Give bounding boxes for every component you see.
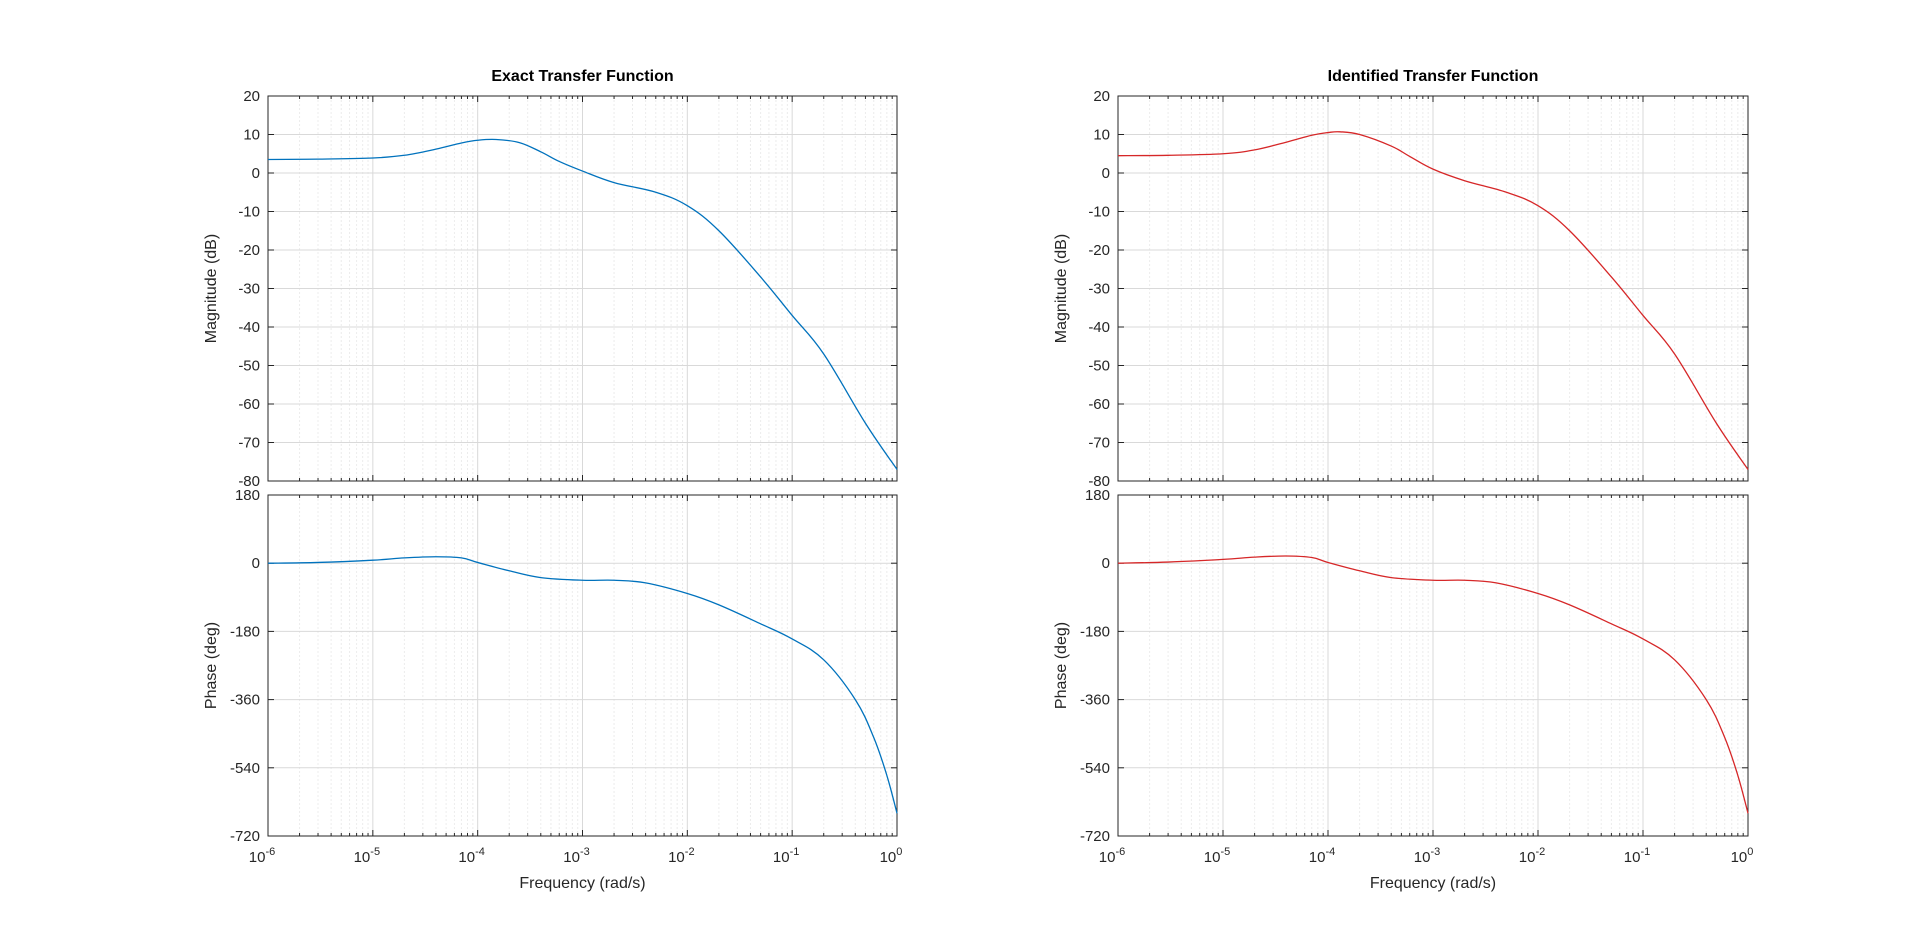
x-tick-base: 10 bbox=[1204, 849, 1221, 866]
y-tick-label: -20 bbox=[1088, 242, 1110, 259]
magnitude-response-curve bbox=[267, 138, 898, 470]
chart-title: Exact Transfer Function bbox=[491, 68, 673, 85]
x-tick-label: 10-2 bbox=[1519, 846, 1545, 866]
y-tick-label: -40 bbox=[238, 319, 260, 336]
y-tick-label: -70 bbox=[238, 435, 260, 452]
x-tick-exponent: -3 bbox=[580, 846, 590, 858]
x-tick-label: 10-1 bbox=[773, 846, 799, 866]
chart-1-phase-axes: 10-6 10-5 10-4 10-3 10-2 10-1 1001800-180-360-… bbox=[203, 487, 902, 866]
x-tick-label: 10-4 bbox=[458, 846, 484, 866]
x-tick-exponent: 0 bbox=[896, 846, 902, 858]
magnitude-axes-border bbox=[267, 95, 898, 482]
x-tick-base: 10 bbox=[1519, 849, 1536, 866]
y-tick-label: -10 bbox=[238, 204, 260, 221]
x-tick-exponent: -5 bbox=[1220, 846, 1230, 858]
y-tick-label: -40 bbox=[1088, 319, 1110, 336]
y-tick-label: 180 bbox=[235, 487, 260, 504]
x-tick-exponent: -5 bbox=[370, 846, 380, 858]
phase-axes-border bbox=[1117, 494, 1749, 837]
x-tick-label: 10-3 bbox=[563, 846, 589, 866]
phase-y-axis-label: Phase (deg) bbox=[203, 622, 220, 709]
y-tick-label: -50 bbox=[1088, 358, 1110, 375]
y-tick-label: 180 bbox=[1085, 487, 1110, 504]
x-tick-base: 10 bbox=[880, 849, 897, 866]
phase-axes-border bbox=[267, 494, 898, 837]
x-tick-exponent: -6 bbox=[1115, 846, 1125, 858]
phase-response-curve bbox=[1117, 555, 1749, 814]
y-tick-label: 10 bbox=[243, 127, 260, 144]
y-tick-label: -180 bbox=[1080, 623, 1110, 640]
y-tick-label: -50 bbox=[238, 358, 260, 375]
y-tick-label: -20 bbox=[238, 242, 260, 259]
x-tick-label: 10-6 bbox=[249, 846, 275, 866]
y-tick-label: -30 bbox=[238, 281, 260, 298]
x-tick-exponent: -6 bbox=[265, 846, 275, 858]
x-tick-exponent: -4 bbox=[475, 846, 485, 858]
x-tick-base: 10 bbox=[1414, 849, 1431, 866]
x-tick-label: 10-2 bbox=[668, 846, 694, 866]
x-tick-base: 10 bbox=[1309, 849, 1326, 866]
x-tick-label: 10-4 bbox=[1309, 846, 1335, 866]
x-tick-label: 10-5 bbox=[1204, 846, 1230, 866]
phase-y-axis-label: Phase (deg) bbox=[1053, 622, 1070, 709]
y-tick-label: -30 bbox=[1088, 281, 1110, 298]
magnitude-y-axis-label: Magnitude (dB) bbox=[1053, 234, 1070, 343]
x-tick-exponent: -2 bbox=[1535, 846, 1545, 858]
y-tick-label: -720 bbox=[1080, 828, 1110, 845]
y-tick-label: -80 bbox=[1088, 473, 1110, 490]
chart-title: Identified Transfer Function bbox=[1328, 68, 1539, 85]
x-tick-exponent: -2 bbox=[685, 846, 695, 858]
magnitude-y-axis-label: Magnitude (dB) bbox=[203, 234, 220, 343]
y-tick-label: 10 bbox=[1093, 127, 1110, 144]
chart-1-magnitude-axes: 20 10 0 -10 -20 -30 -40 -50 -60 -70 -80 Magnitude (… bbox=[203, 88, 898, 490]
x-tick-exponent: -1 bbox=[1640, 846, 1650, 858]
x-tick-base: 10 bbox=[1624, 849, 1641, 866]
y-tick-label: -180 bbox=[230, 623, 260, 640]
x-tick-base: 10 bbox=[773, 849, 790, 866]
y-tick-label: -80 bbox=[238, 473, 260, 490]
x-tick-base: 10 bbox=[249, 849, 266, 866]
x-axis-label: Frequency (rad/s) bbox=[1370, 875, 1496, 892]
y-tick-label: -360 bbox=[230, 692, 260, 709]
y-tick-label: -720 bbox=[230, 828, 260, 845]
x-tick-label: 100 bbox=[880, 846, 903, 866]
x-tick-base: 10 bbox=[354, 849, 371, 866]
chart-2-magnitude-axes: 20 10 0 -10 -20 -30 -40 -50 -60 -70 -80 Magnitude (… bbox=[1053, 88, 1749, 490]
y-tick-label: 0 bbox=[1102, 555, 1110, 572]
phase-response-curve bbox=[267, 556, 898, 814]
x-tick-base: 10 bbox=[668, 849, 685, 866]
y-tick-label: -540 bbox=[230, 760, 260, 777]
y-tick-label: -70 bbox=[1088, 435, 1110, 452]
x-tick-exponent: 0 bbox=[1747, 846, 1753, 858]
x-tick-base: 10 bbox=[1099, 849, 1116, 866]
y-tick-label: -360 bbox=[1080, 692, 1110, 709]
y-tick-label: 0 bbox=[252, 165, 260, 182]
x-tick-label: 10-5 bbox=[354, 846, 380, 866]
y-tick-label: -60 bbox=[1088, 396, 1110, 413]
y-tick-label: 20 bbox=[243, 88, 260, 105]
x-tick-label: 10-3 bbox=[1414, 846, 1440, 866]
y-tick-label: -540 bbox=[1080, 760, 1110, 777]
chart-2-phase-axes: 10-6 10-5 10-4 10-3 10-2 10-1 1001800-180-360-… bbox=[1053, 487, 1753, 866]
y-tick-label: 0 bbox=[1102, 165, 1110, 182]
x-tick-base: 10 bbox=[563, 849, 580, 866]
x-axis-label: Frequency (rad/s) bbox=[519, 875, 645, 892]
x-tick-exponent: -4 bbox=[1325, 846, 1335, 858]
x-tick-label: 100 bbox=[1731, 846, 1754, 866]
x-tick-label: 10-1 bbox=[1624, 846, 1650, 866]
x-tick-exponent: -1 bbox=[790, 846, 800, 858]
magnitude-axes-border bbox=[1117, 95, 1749, 482]
y-tick-label: -60 bbox=[238, 396, 260, 413]
x-tick-exponent: -3 bbox=[1430, 846, 1440, 858]
magnitude-response-curve bbox=[1117, 131, 1749, 470]
x-tick-base: 10 bbox=[458, 849, 475, 866]
x-tick-base: 10 bbox=[1731, 849, 1748, 866]
x-tick-label: 10-6 bbox=[1099, 846, 1125, 866]
y-tick-label: 20 bbox=[1093, 88, 1110, 105]
y-tick-label: 0 bbox=[252, 555, 260, 572]
y-tick-label: -10 bbox=[1088, 204, 1110, 221]
